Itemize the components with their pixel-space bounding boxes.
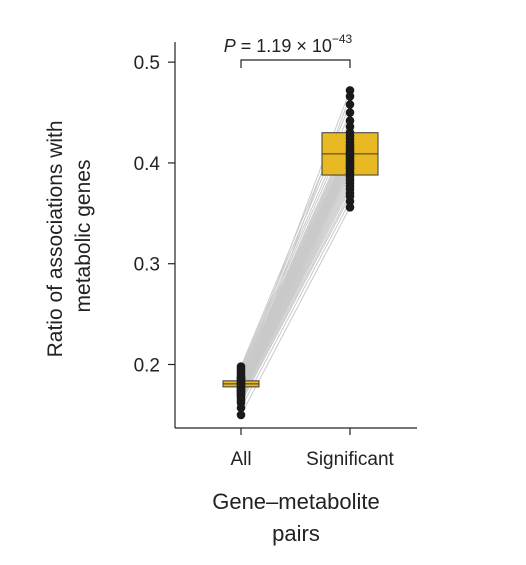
pair-line xyxy=(240,207,351,416)
pair-line xyxy=(240,152,351,384)
y-tick-label: 0.2 xyxy=(134,356,160,377)
pair-line xyxy=(240,179,351,395)
p-value-annotation: P = 1.19 × 10−43 xyxy=(224,32,353,56)
pair-line xyxy=(240,167,351,387)
pair-line xyxy=(240,192,351,402)
x-tick-label: All xyxy=(230,449,251,470)
p-value-text: = 1.19 × 10 xyxy=(236,36,332,56)
pair-line xyxy=(240,168,351,391)
y-axis-title-line-2: metabolic genes xyxy=(72,160,95,313)
pair-line xyxy=(240,188,351,400)
p-value-symbol: P xyxy=(224,36,236,56)
data-point xyxy=(345,202,355,212)
data-point xyxy=(236,374,246,383)
data-point xyxy=(345,86,355,95)
y-axis-title-line-1: Ratio of associations with xyxy=(44,120,67,357)
pair-line xyxy=(240,185,351,397)
y-tick-label: 0.4 xyxy=(134,154,161,175)
x-tick-label: Significant xyxy=(306,449,394,470)
pair-line xyxy=(240,195,351,404)
y-tick-label: 0.3 xyxy=(134,255,160,276)
data-point xyxy=(345,116,355,125)
pair-line xyxy=(240,135,351,377)
pair-line xyxy=(240,141,351,379)
pair-line xyxy=(240,156,351,385)
data-point xyxy=(345,128,355,138)
data-point xyxy=(236,382,246,391)
data-point xyxy=(345,163,355,173)
pair-line xyxy=(240,182,351,396)
data-point xyxy=(345,122,355,131)
data-point xyxy=(236,362,246,371)
data-point xyxy=(345,100,355,109)
x-axis-title-line-1: Gene–metabolite xyxy=(212,489,380,514)
pair-line xyxy=(240,138,351,378)
pair-line xyxy=(240,173,351,393)
y-axis-title: Ratio of associations with metabolic gen… xyxy=(44,115,95,358)
pair-line xyxy=(240,176,351,394)
pair-line xyxy=(240,201,351,409)
pair-line xyxy=(240,144,351,380)
pair-line xyxy=(240,158,351,386)
y-ticks: 0.2 0.3 0.4 0.5 xyxy=(134,53,175,377)
pair-line xyxy=(240,160,351,387)
data-point xyxy=(345,92,355,101)
significance-bracket xyxy=(240,59,351,68)
data-points xyxy=(236,86,355,420)
data-point xyxy=(236,410,246,420)
x-ticks: All Significant xyxy=(230,428,395,470)
y-tick-label: 0.5 xyxy=(134,53,160,74)
data-point xyxy=(345,108,355,117)
p-value-exponent: −43 xyxy=(332,32,353,46)
x-axis-title-line-2: pairs xyxy=(272,521,320,546)
pair-line xyxy=(240,171,351,392)
